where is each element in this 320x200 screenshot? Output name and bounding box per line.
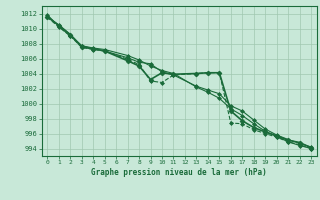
X-axis label: Graphe pression niveau de la mer (hPa): Graphe pression niveau de la mer (hPa) [91, 168, 267, 177]
